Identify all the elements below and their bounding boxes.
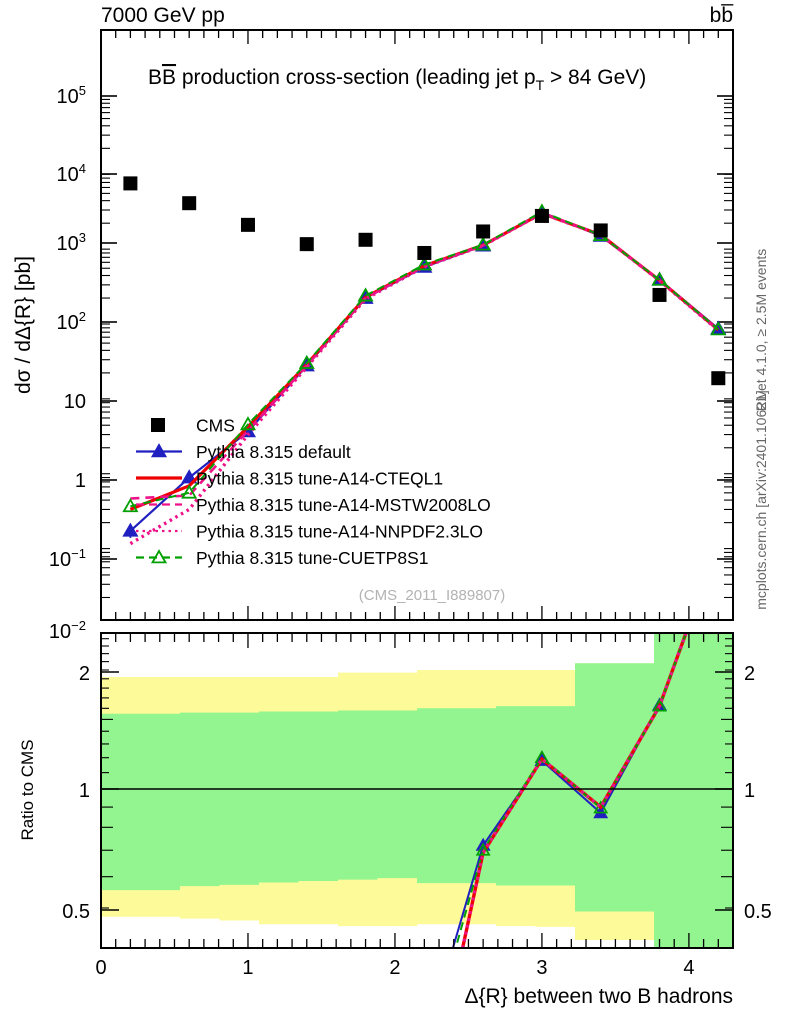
cms-data-point: [534, 208, 549, 223]
main-x-ticks: [100, 30, 734, 620]
ratio-y-axis-label: Ratio to CMS: [18, 739, 37, 840]
ratio-uncertainty-bands: [102, 634, 732, 947]
legend-label-5: Pythia 8.315 tune-CUETP8S1: [196, 548, 429, 568]
cms-data-point: [182, 196, 197, 211]
legend-marker: [150, 549, 168, 564]
cms-data-point: [123, 176, 138, 191]
main-curve: [129, 211, 720, 546]
main-y-minor-ticks: [101, 98, 733, 599]
main-curve: [130, 210, 719, 508]
data-marker: [122, 522, 139, 537]
legend-marker-cms: [151, 418, 165, 432]
x-tick-2: 2: [389, 957, 400, 979]
data-marker: [357, 287, 374, 302]
x-tick-4: 4: [683, 957, 694, 979]
mcplots-reference-label: mcplots.cern.ch [arXiv:2401.10621]: [753, 390, 769, 609]
main-panel: dσ / dΔ{R} [pb] 105 104 103 102 10 1 10−…: [12, 29, 734, 643]
legend-label-0: CMS: [196, 416, 235, 436]
main-y-axis-label: dσ / dΔ{R} [pb]: [12, 256, 35, 394]
cms-data-point: [652, 287, 667, 302]
ratio-marker: [475, 842, 491, 856]
x-axis-label: Δ{R} between two B hadrons: [464, 985, 733, 1008]
ratio-marker: [593, 800, 609, 814]
ratio-marker: [534, 749, 550, 764]
main-y-tick-labels: 105 104 103 102 10 1 10−1 10−2: [49, 83, 86, 643]
legend-label-1: Pythia 8.315 default: [196, 442, 351, 462]
cms-data-point: [476, 224, 491, 239]
ratio-plot-frame: [100, 632, 734, 949]
cms-data-point: [358, 232, 373, 247]
ratio-y-minor-ticks: [101, 638, 733, 909]
cms-data-point: [417, 245, 432, 260]
legend-label-2: Pythia 8.315 tune-A14-CTEQL1: [196, 469, 443, 489]
chart-title: BB production cross-section (leading jet…: [148, 66, 646, 93]
analysis-watermark: (CMS_2011_I889807): [359, 587, 505, 604]
y-tick-1e3: 103: [57, 230, 86, 255]
cms-data-point: [299, 237, 314, 252]
ratio-y-tick-1-right: 1: [744, 780, 755, 802]
data-marker: [181, 469, 198, 484]
ratio-y-tick-05-right: 0.5: [744, 901, 772, 923]
ratio-y-tick-labels: 2 1 0.5 2 1 0.5: [62, 663, 772, 923]
data-marker: [181, 484, 198, 499]
ratio-y-major-ticks: [101, 671, 733, 911]
y-tick-1e2: 102: [57, 309, 86, 334]
y-tick-1e-2: 10−2: [49, 618, 86, 643]
x-tick-1: 1: [242, 957, 253, 979]
ratio-y-tick-1-left: 1: [79, 780, 90, 802]
cms-data-point: [711, 371, 726, 386]
ratio-y-tick-2-right: 2: [744, 663, 755, 685]
y-tick-1: 1: [75, 470, 86, 492]
legend-label-4: Pythia 8.315 tune-A14-NNPDF2.3LO: [196, 522, 483, 542]
cms-data-point: [593, 223, 608, 238]
ratio-panel: Ratio to CMS 2 1 0.5 2 1 0.5: [18, 632, 772, 949]
y-tick-1e4: 104: [57, 161, 86, 186]
y-tick-1e-1: 10−1: [49, 546, 86, 571]
ratio-series-group: [451, 634, 688, 948]
y-tick-10: 10: [64, 391, 86, 413]
data-marker: [298, 354, 315, 369]
legend: CMS Pythia 8.315 default Pythia 8.315 tune…: [136, 416, 491, 568]
main-data-group: [122, 176, 727, 546]
ratio-x-ticks: [100, 633, 734, 948]
ratio-curve: [460, 634, 688, 948]
header-beam-label: 7000 GeV pp: [101, 4, 225, 27]
data-marker: [475, 236, 492, 251]
data-marker: [416, 256, 433, 271]
data-marker: [710, 321, 727, 336]
ratio-y-tick-05-left: 0.5: [62, 901, 90, 923]
y-tick-1e5: 105: [57, 83, 86, 108]
x-axis-tick-labels: 0 1 2 3 4: [95, 957, 694, 979]
ratio-marker: [652, 698, 667, 712]
x-tick-0: 0: [95, 957, 106, 979]
legend-label-3: Pythia 8.315 tune-A14-MSTW2008LO: [196, 495, 491, 515]
ratio-y-tick-2-left: 2: [79, 663, 90, 685]
cms-data-point: [240, 217, 255, 232]
x-tick-3: 3: [536, 957, 547, 979]
data-marker: [122, 498, 139, 513]
header-process-label: bb̅: [710, 4, 735, 27]
main-plot-frame: [100, 29, 734, 621]
band-inner-green: [102, 634, 732, 947]
data-marker: [651, 271, 668, 286]
data-marker: [239, 416, 257, 431]
legend-marker: [150, 443, 168, 458]
main-y-major-ticks: [101, 95, 733, 621]
rivet-version-label: Rivet 4.1.0, ≥ 2.5M events: [753, 249, 769, 412]
